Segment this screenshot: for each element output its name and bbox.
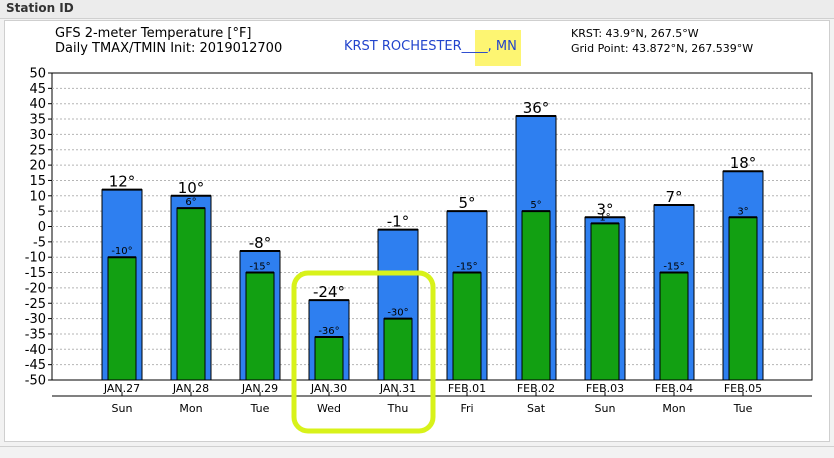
y-tick-label: 0 — [38, 220, 46, 235]
tmin-bar — [590, 222, 620, 381]
grid-point-coords: Grid Point: 43.872°N, 267.539°W — [571, 42, 754, 55]
tmin-label: 5° — [530, 200, 541, 211]
tmax-label: -1° — [387, 213, 409, 231]
tmin-label: -30° — [387, 308, 408, 319]
x-day-label: Tue — [250, 402, 270, 415]
x-tick-label: JAN.30 — [310, 382, 347, 395]
y-tick-label: -5 — [33, 235, 46, 250]
x-day-label: Thu — [387, 402, 409, 415]
tmax-label: 36° — [523, 99, 550, 117]
station-label: KRST ROCHESTER____ — [344, 39, 488, 54]
tmin-bar — [728, 216, 758, 381]
station-name: KRST ROCHESTER____, MN — [344, 39, 517, 54]
y-tick-label: -15 — [25, 266, 46, 281]
x-day-label: Fri — [460, 402, 473, 415]
y-tick-label: -25 — [25, 297, 46, 312]
chart-title: GFS 2-meter Temperature [°F] — [55, 26, 252, 41]
tmin-bar — [245, 272, 275, 381]
x-tick-label: FEB.03 — [586, 382, 624, 395]
tmax-label: 3° — [596, 200, 613, 218]
header-bar: Station ID — [0, 0, 834, 19]
y-tick-label: 50 — [29, 67, 46, 82]
chart-subtitle: Daily TMAX/TMIN Init: 2019012700 — [55, 41, 283, 56]
x-tick-label: JAN.28 — [172, 382, 209, 395]
x-tick-label: FEB.02 — [517, 382, 555, 395]
tmin-label: -15° — [663, 262, 684, 273]
tmin-label: -10° — [111, 246, 132, 257]
x-day-label: Tue — [733, 402, 753, 415]
station-coords: KRST: 43.9°N, 267.5°W — [571, 27, 699, 40]
station-id-header: Station ID — [6, 1, 74, 15]
x-day-label: Sun — [112, 402, 133, 415]
x-day-label: Wed — [317, 402, 341, 415]
tmax-label: 5° — [458, 194, 475, 212]
tmin-label: 3° — [737, 206, 748, 217]
x-tick-label: JAN.31 — [379, 382, 416, 395]
x-tick-label: FEB.01 — [448, 382, 486, 395]
tmin-bar — [314, 336, 344, 381]
x-tick-label: FEB.04 — [655, 382, 693, 395]
y-tick-label: 5 — [38, 205, 46, 220]
tmax-label: 7° — [665, 188, 682, 206]
x-tick-label: FEB.05 — [724, 382, 762, 395]
y-tick-label: -45 — [25, 358, 46, 373]
y-tick-label: -10 — [25, 251, 46, 266]
y-tick-label: 25 — [29, 143, 46, 158]
x-day-label: Mon — [179, 402, 202, 415]
station-state: , MN — [487, 39, 517, 54]
y-tick-label: 10 — [29, 189, 46, 204]
tmax-label: 12° — [109, 173, 136, 191]
tmax-label: -24° — [313, 283, 345, 301]
y-tick-label: 35 — [29, 113, 46, 128]
y-tick-label: 30 — [29, 128, 46, 143]
footer-divider — [0, 446, 834, 447]
y-tick-label: -30 — [25, 312, 46, 327]
tmin-label: 1° — [599, 212, 610, 223]
tmax-label: 10° — [178, 179, 205, 197]
x-day-label: Mon — [662, 402, 685, 415]
tmin-bar — [383, 318, 413, 381]
tmax-label: -8° — [249, 234, 271, 252]
tmin-bar — [521, 210, 551, 381]
tmin-label: -15° — [456, 262, 477, 273]
y-tick-label: -35 — [25, 327, 46, 342]
y-tick-label: -20 — [25, 281, 46, 296]
tmin-bar — [107, 256, 137, 381]
tmin-bar — [176, 207, 206, 381]
tmin-bar — [659, 272, 689, 381]
x-tick-label: JAN.27 — [103, 382, 140, 395]
tmin-bar — [452, 272, 482, 381]
x-day-label: Sun — [595, 402, 616, 415]
y-tick-label: 15 — [29, 174, 46, 189]
y-tick-label: 20 — [29, 159, 46, 174]
highlight-box — [291, 270, 436, 434]
tmax-label: 18° — [730, 154, 757, 172]
y-tick-label: 40 — [29, 97, 46, 112]
tmin-label: -36° — [318, 326, 339, 337]
y-tick-label: -50 — [25, 374, 46, 389]
state-highlight — [475, 30, 521, 66]
tmin-label: -15° — [249, 262, 270, 273]
y-tick-label: 45 — [29, 82, 46, 97]
y-tick-label: -40 — [25, 343, 46, 358]
x-tick-label: JAN.29 — [241, 382, 278, 395]
x-day-label: Sat — [527, 402, 546, 415]
tmin-label: 6° — [185, 197, 196, 208]
